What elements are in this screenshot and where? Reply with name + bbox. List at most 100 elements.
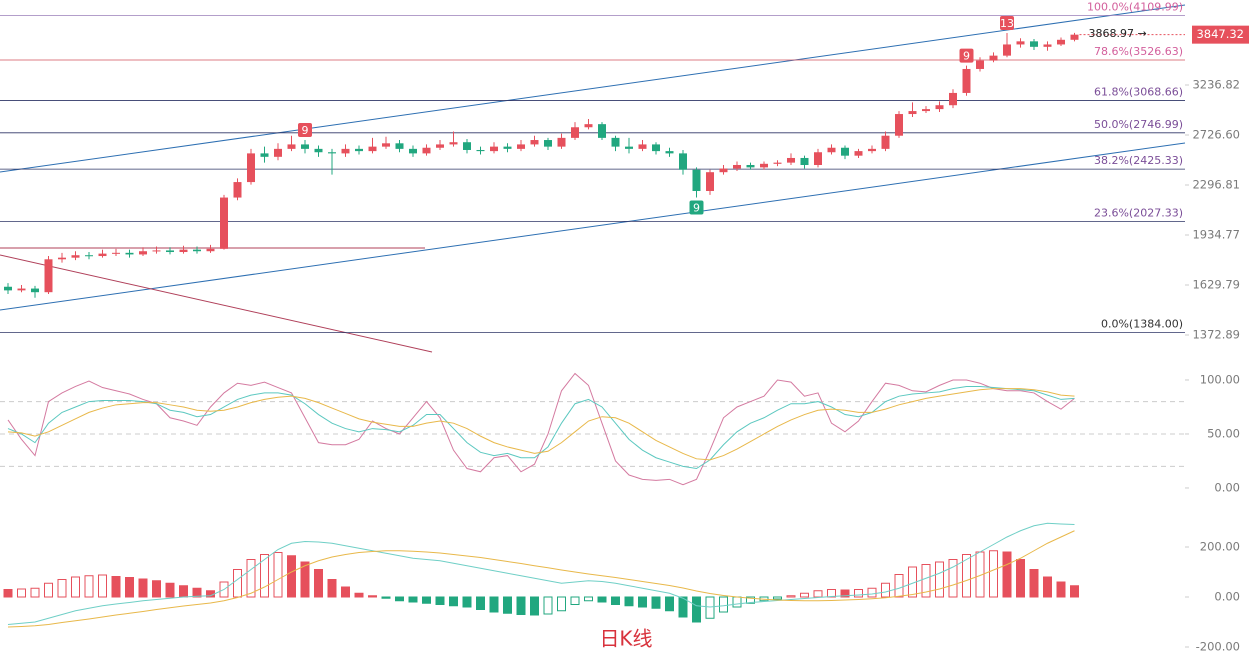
macd-bar (651, 596, 661, 609)
y-tick-label: 1372.89 (1192, 327, 1240, 341)
candle-body (503, 146, 512, 149)
macd-bar (692, 596, 701, 623)
macd-bar (638, 596, 647, 608)
macd-bar (705, 596, 715, 619)
macd-bar (570, 596, 580, 605)
macd-bar (489, 596, 499, 613)
macd-bar (44, 582, 53, 598)
candle-body (152, 250, 161, 252)
macd-line (7, 522, 1075, 625)
candle-body (625, 146, 633, 149)
candle-body (139, 251, 147, 255)
candle-body (409, 148, 417, 154)
candle-body (301, 144, 309, 149)
candle-body (287, 144, 296, 149)
macd-bar (503, 596, 512, 614)
macd-bar (665, 596, 674, 612)
candle-body (422, 147, 431, 154)
macd-bar (165, 582, 175, 598)
price-tag (1192, 25, 1249, 44)
candle-body (989, 55, 998, 61)
candle-body (382, 143, 390, 147)
candle-body (517, 144, 525, 149)
macd-bar (449, 596, 458, 607)
candle-body (71, 255, 80, 258)
macd-bar (125, 577, 134, 598)
macd-bar (233, 569, 242, 598)
macd-bar (530, 596, 539, 616)
macd-bar (192, 587, 202, 598)
macd-bar (746, 596, 755, 604)
y-tick-label: 0.00 (1214, 480, 1240, 494)
macd-bar (422, 596, 431, 604)
y-tick-label: 3236.82 (1192, 78, 1240, 92)
macd-bar (719, 596, 728, 613)
candle-body (692, 169, 701, 192)
macd-bar (300, 561, 310, 598)
candle-body (233, 182, 242, 198)
candle-body (179, 249, 188, 253)
macd-line (7, 530, 1075, 628)
candle-body (314, 148, 323, 153)
candle-body (665, 151, 674, 154)
td-marker-box (689, 200, 704, 215)
candle-body (827, 147, 836, 153)
macd-bar (408, 596, 418, 603)
candle-body (449, 142, 458, 145)
macd-bar (1043, 576, 1052, 598)
macd-bar (435, 596, 445, 605)
candle-body (746, 164, 755, 168)
y-tick-label: 50.00 (1207, 426, 1240, 440)
caption: 日K线 (599, 627, 652, 651)
fib-label: 0.0%(1384.00) (1101, 318, 1183, 331)
macd-bar (179, 585, 188, 598)
candle-body (1003, 44, 1011, 56)
candle-body (1070, 34, 1079, 40)
candle-body (679, 153, 687, 170)
macd-bar (462, 596, 472, 608)
td-marker: 9 (693, 202, 700, 215)
macd-bar (368, 595, 377, 598)
macd-bar (624, 596, 634, 607)
candle-body (976, 60, 984, 69)
candle-body (260, 153, 269, 157)
td-marker-box (298, 123, 312, 138)
trend-line (0, 254, 433, 353)
candle-body (1057, 39, 1065, 45)
macd-bar (584, 596, 593, 602)
y-tick-label: 0.00 (1214, 590, 1240, 604)
candle-body (949, 92, 957, 106)
candle-body (436, 144, 444, 148)
candle-body (1043, 44, 1052, 47)
macd-bar (287, 555, 296, 598)
macd-bar (921, 564, 931, 598)
macd-bar (246, 559, 256, 598)
macd-bar (341, 586, 350, 598)
candle-body (881, 135, 890, 149)
candle-body (476, 149, 485, 152)
macd-bar (476, 596, 485, 610)
candle-body (58, 257, 66, 260)
candle-body (571, 127, 579, 138)
td-marker: 13 (1000, 17, 1014, 30)
candle-body (220, 197, 228, 249)
candle-body (814, 152, 822, 165)
candle-body (166, 250, 174, 253)
candle-body (841, 147, 849, 156)
candle-body (395, 143, 404, 149)
y-tick-label: 2726.60 (1192, 128, 1240, 142)
macd-bar (395, 596, 404, 602)
macd-bar (773, 596, 782, 600)
macd-bar (732, 596, 742, 608)
macd-bar (314, 569, 323, 598)
macd-bar (3, 589, 13, 598)
channel-lower (0, 142, 1186, 311)
macd-bar (935, 561, 944, 598)
macd-bar (138, 578, 148, 598)
candle-body (638, 144, 647, 149)
y-tick-label: 1934.77 (1192, 227, 1240, 241)
macd-bar (1056, 581, 1066, 598)
indicator-line (7, 388, 1075, 461)
macd-bar (260, 554, 269, 598)
candle-body (368, 146, 377, 152)
